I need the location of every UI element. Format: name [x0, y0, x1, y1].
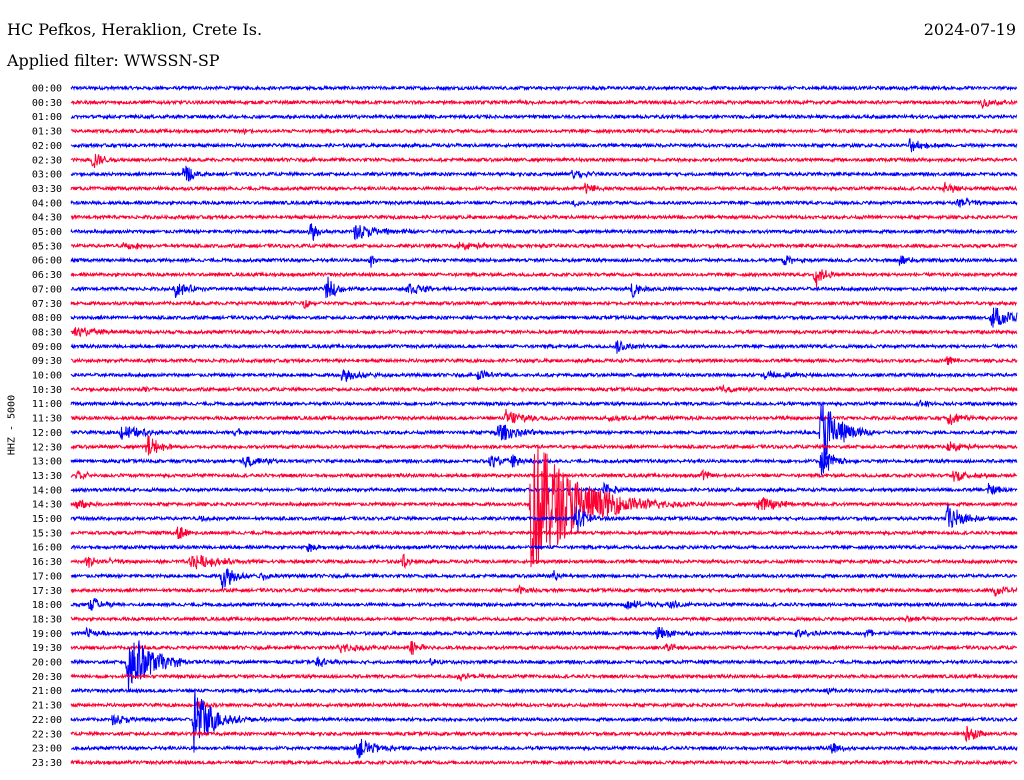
- row-time-label: 10:30: [32, 385, 62, 396]
- row-time-label: 09:30: [32, 356, 62, 367]
- trace-line: [70, 138, 1018, 153]
- row-time-label: 21:00: [32, 686, 62, 697]
- row-time-label: 05:00: [32, 227, 62, 238]
- row-time-label: 03:30: [32, 184, 62, 195]
- trace-line: [70, 687, 1018, 696]
- row-time-label: 08:30: [32, 327, 62, 338]
- row-time-label: 04:30: [32, 213, 62, 224]
- trace-line: [70, 307, 1018, 328]
- trace-line: [70, 758, 1018, 766]
- row-time-label: 20:00: [32, 658, 62, 669]
- trace-line: [70, 197, 1018, 208]
- row-time-label: 08:00: [32, 313, 62, 324]
- trace-line: [70, 640, 1018, 692]
- trace-line: [70, 241, 1018, 251]
- row-time-label: 15:30: [32, 528, 62, 539]
- trace-line: [70, 688, 1018, 753]
- row-time-label: 23:30: [32, 758, 62, 769]
- row-time-label: 12:30: [32, 442, 62, 453]
- trace-line: [70, 98, 1018, 109]
- row-time-label: 02:30: [32, 155, 62, 166]
- trace-line: [70, 640, 1018, 656]
- trace-line: [70, 255, 1018, 268]
- row-time-label: 11:30: [32, 414, 62, 425]
- row-time-label: 14:30: [32, 500, 62, 511]
- time-label-group: 00:00 00:30 01:00 01:30 02:00 02:30 03:00 03:30…: [32, 84, 62, 769]
- trace-line: [70, 444, 1018, 568]
- trace-line: [70, 401, 1018, 467]
- row-time-label: 03:00: [32, 170, 62, 181]
- row-time-label: 01:00: [32, 112, 62, 123]
- trace-line: [70, 84, 1018, 92]
- trace-group: [70, 84, 1018, 766]
- filter-label: Applied filter: WWSSN-SP: [7, 51, 220, 70]
- row-time-label: 07:00: [32, 284, 62, 295]
- row-time-label: 07:30: [32, 299, 62, 310]
- row-time-label: 04:00: [32, 198, 62, 209]
- row-time-label: 14:00: [32, 485, 62, 496]
- trace-line: [70, 276, 1018, 299]
- trace-line: [70, 543, 1018, 553]
- row-time-label: 02:00: [32, 141, 62, 152]
- row-time-label: 17:30: [32, 586, 62, 597]
- trace-line: [70, 553, 1018, 570]
- row-time-label: 19:30: [32, 643, 62, 654]
- trace-line: [70, 626, 1018, 640]
- trace-line: [70, 672, 1018, 682]
- row-time-label: 21:30: [32, 701, 62, 712]
- row-time-label: 16:00: [32, 543, 62, 554]
- trace-line: [70, 299, 1018, 310]
- trace-line: [70, 113, 1018, 121]
- trace-line: [70, 368, 1018, 382]
- row-time-label: 22:30: [32, 729, 62, 740]
- trace-line: [70, 165, 1018, 182]
- trace-line: [70, 213, 1018, 221]
- trace-line: [70, 700, 1018, 709]
- row-time-label: 01:30: [32, 127, 62, 138]
- station-title: HC Pefkos, Heraklion, Crete Is.: [7, 20, 263, 39]
- row-time-label: 18:30: [32, 614, 62, 625]
- trace-line: [70, 526, 1018, 540]
- row-time-label: 16:30: [32, 557, 62, 568]
- trace-line: [70, 567, 1018, 590]
- trace-line: [70, 434, 1018, 456]
- row-time-label: 23:00: [32, 744, 62, 755]
- row-time-label: 11:00: [32, 399, 62, 410]
- trace-line: [70, 127, 1018, 136]
- row-time-label: 12:00: [32, 428, 62, 439]
- trace-line: [70, 153, 1018, 168]
- trace-line: [70, 383, 1018, 394]
- trace-line: [70, 725, 1018, 743]
- row-time-label: 20:30: [32, 672, 62, 683]
- record-date: 2024-07-19: [923, 20, 1016, 39]
- row-time-label: 09:00: [32, 342, 62, 353]
- trace-line: [70, 584, 1018, 598]
- row-time-label: 13:30: [32, 471, 62, 482]
- row-time-label: 10:00: [32, 371, 62, 382]
- row-time-label: 00:00: [32, 84, 62, 95]
- trace-line: [70, 738, 1018, 759]
- row-time-label: 06:00: [32, 256, 62, 267]
- row-time-label: 13:00: [32, 457, 62, 468]
- trace-line: [70, 614, 1018, 623]
- row-time-label: 06:30: [32, 270, 62, 281]
- row-time-label: 17:00: [32, 571, 62, 582]
- row-time-label: 19:00: [32, 629, 62, 640]
- row-time-label: 18:00: [32, 600, 62, 611]
- row-time-label: 05:30: [32, 241, 62, 252]
- trace-line: [70, 223, 1018, 241]
- trace-line: [70, 399, 1018, 408]
- trace-line: [70, 340, 1018, 354]
- trace-line: [70, 597, 1018, 611]
- trace-line: [70, 408, 1018, 426]
- trace-line: [70, 181, 1018, 194]
- trace-line: [70, 269, 1018, 288]
- trace-line: [70, 504, 1018, 532]
- trace-line: [70, 326, 1018, 337]
- trace-line: [70, 356, 1018, 365]
- row-time-label: 22:00: [32, 715, 62, 726]
- row-time-label: 00:30: [32, 98, 62, 109]
- row-time-label: 15:00: [32, 514, 62, 525]
